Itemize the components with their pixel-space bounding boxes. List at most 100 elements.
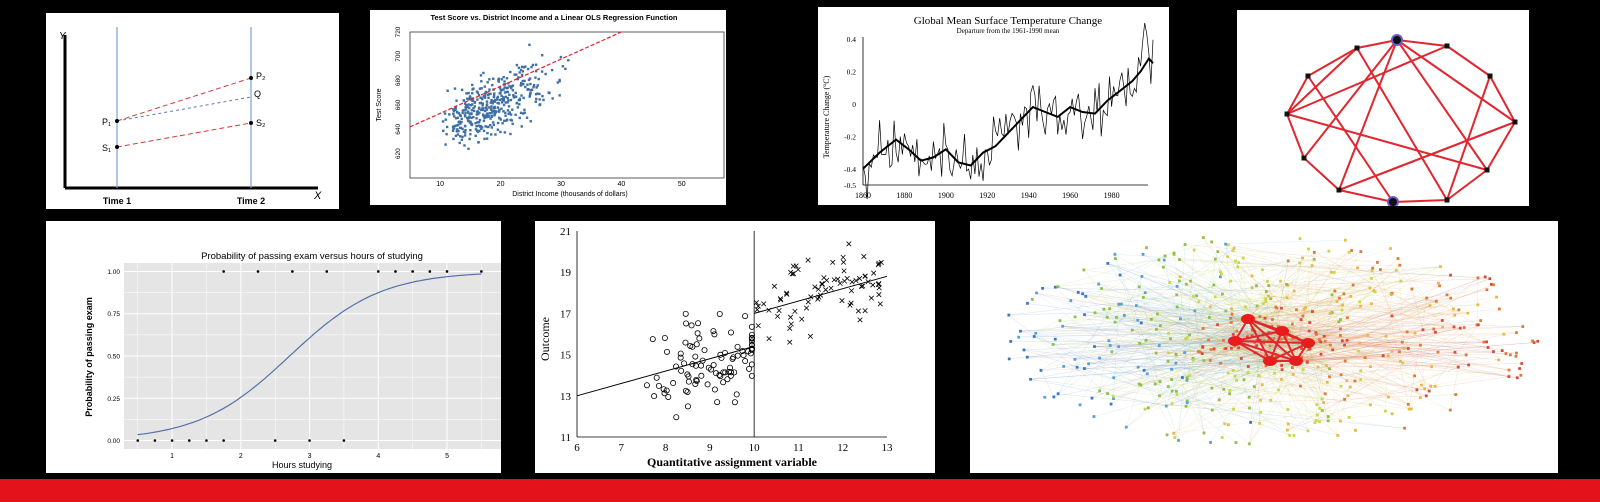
net-edge — [1287, 366, 1459, 431]
net-node — [1051, 343, 1055, 346]
did-label-s2: S₂ — [256, 118, 266, 128]
rdd-treated-point — [840, 254, 846, 260]
ols-data-point — [464, 128, 467, 132]
net-edge — [1085, 296, 1266, 302]
net-edge — [1281, 330, 1350, 418]
ols-data-point — [537, 77, 540, 81]
net-edge — [1018, 326, 1523, 338]
ols-data-point — [468, 95, 472, 98]
ols-data-point — [472, 109, 476, 113]
net-edge — [1163, 266, 1283, 332]
net-edge — [1118, 304, 1235, 347]
net-node — [1264, 290, 1268, 293]
rdd-control-point — [661, 390, 668, 397]
net-node — [1335, 300, 1339, 303]
net-edge — [1476, 277, 1479, 325]
ols-data-point — [486, 125, 489, 129]
net-node — [1180, 376, 1184, 379]
ols-xlabel: District Income (thousands of dollars) — [512, 191, 628, 198]
net-edge — [1269, 291, 1376, 362]
net-edge — [1247, 318, 1403, 343]
ring-edge — [1286, 47, 1358, 115]
net-edge — [1159, 340, 1236, 396]
logit-fail-point — [153, 439, 157, 442]
net-edge — [1209, 296, 1216, 318]
ols-data-point — [477, 121, 481, 124]
net-edge — [1172, 289, 1487, 370]
ring-node — [1284, 111, 1290, 117]
ols-data-point — [486, 81, 489, 84]
net-node — [1230, 307, 1233, 311]
net-node — [1322, 401, 1326, 404]
net-node — [1082, 268, 1086, 272]
net-edge — [1144, 340, 1236, 371]
net-node — [1250, 334, 1254, 338]
ols-data-point — [485, 114, 489, 117]
net-node — [1178, 275, 1182, 279]
net-node — [1441, 325, 1445, 329]
net-node — [1138, 341, 1142, 345]
net-edge — [1139, 343, 1320, 422]
net-node — [1248, 406, 1251, 410]
ols-data-point — [496, 101, 499, 105]
net-node — [1009, 340, 1013, 343]
temp-subtitle: Departure from the 1961-1990 mean — [957, 27, 1060, 35]
ols-data-point — [451, 108, 455, 111]
net-node — [1146, 406, 1150, 410]
rdd-control-point — [651, 393, 658, 400]
net-edge — [1280, 281, 1297, 362]
net-edge — [1111, 259, 1315, 405]
net-node — [1515, 351, 1518, 355]
rdd-ytick: 13 — [560, 391, 572, 403]
net-node — [1519, 373, 1523, 377]
net-edge — [1233, 334, 1427, 396]
net-edge — [1252, 335, 1405, 349]
net-node — [1383, 409, 1387, 413]
net-node — [1286, 408, 1290, 411]
net-nodes — [1007, 236, 1540, 446]
ols-data-point — [538, 92, 541, 96]
temp-yticks: 0.4 0.2 0 -0.2 -0.4 -0.5 — [844, 35, 856, 190]
ols-data-point — [480, 80, 483, 83]
rdd-control-point — [716, 310, 723, 317]
rdd-control-point — [682, 310, 689, 317]
net-node — [1315, 333, 1318, 336]
net-edge — [1058, 259, 1315, 287]
net-edge — [1124, 315, 1331, 346]
ols-data-point — [520, 81, 523, 85]
net-edge — [1180, 276, 1266, 319]
ols-data-point — [489, 133, 493, 136]
net-node — [1340, 339, 1344, 343]
net-edge — [1307, 258, 1399, 344]
net-edge — [1055, 286, 1249, 320]
net-edge — [1110, 340, 1236, 346]
net-node — [1149, 317, 1153, 321]
net-node — [1449, 273, 1452, 277]
net-edge — [1296, 309, 1503, 351]
net-edge — [1167, 340, 1236, 362]
net-edge — [1193, 267, 1358, 361]
net-edge — [1175, 322, 1232, 364]
ols-data-point — [502, 110, 505, 113]
did-line-s1-s2 — [116, 122, 252, 148]
ols-data-point — [522, 83, 525, 86]
ols-data-point — [466, 116, 469, 120]
logit-fail-point — [136, 439, 140, 442]
net-node — [1154, 351, 1158, 355]
net-node — [1115, 315, 1118, 319]
net-node — [1436, 350, 1440, 354]
net-node — [1425, 296, 1429, 300]
net-edge — [1143, 297, 1160, 396]
net-node — [1342, 292, 1346, 296]
net-edge — [1053, 328, 1341, 345]
net-node — [1258, 315, 1262, 319]
rdd-control-point — [660, 386, 667, 393]
net-edge — [1223, 296, 1351, 341]
net-edge — [1281, 330, 1510, 371]
rdd-treated-point — [876, 292, 882, 298]
net-edge — [1299, 262, 1434, 330]
net-node — [1339, 384, 1343, 388]
net-edge — [1257, 301, 1338, 307]
net-edge — [1176, 306, 1211, 356]
net-node — [1406, 347, 1410, 350]
